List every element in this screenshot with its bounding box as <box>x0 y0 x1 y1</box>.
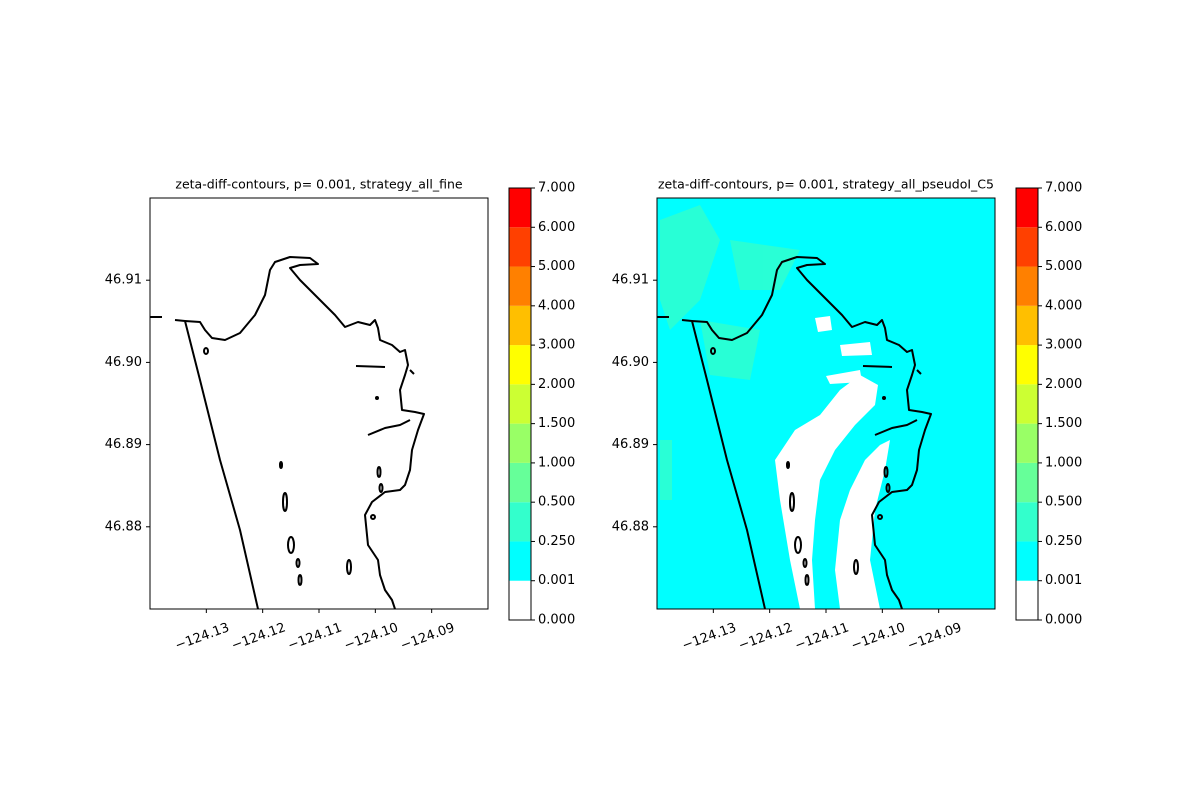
colorbar-segment <box>509 305 531 346</box>
colorbar-segment <box>1016 384 1038 424</box>
colorbar-tick-label: 2.000 <box>1045 377 1082 392</box>
colorbar-tick-label: 1.000 <box>538 455 575 470</box>
x-tick-label: −124.12 <box>230 620 288 653</box>
colorbar-tick-label: 5.000 <box>538 259 575 274</box>
colorbar-segment <box>509 345 531 385</box>
y-tick-label: 46.90 <box>612 355 649 370</box>
colorbar-segment <box>509 423 531 463</box>
colorbar-tick-label: 1.000 <box>1045 455 1082 470</box>
colorbar-tick-label: 1.500 <box>1045 416 1082 431</box>
panel-title: zeta-diff-contours, p= 0.001, strategy_a… <box>658 177 994 192</box>
colorbar-segment <box>509 188 531 228</box>
y-tick-label: 46.89 <box>105 437 142 452</box>
colorbar-tick-label: 0.250 <box>1045 534 1082 549</box>
y-tick-label: 46.91 <box>105 273 142 288</box>
colorbar-segment <box>1016 502 1038 542</box>
y-tick-label: 46.91 <box>612 273 649 288</box>
colorbar-segment <box>1016 423 1038 463</box>
colorbar-tick-label: 4.000 <box>538 298 575 313</box>
colorbar-segment <box>509 384 531 424</box>
x-tick-label: −124.09 <box>399 620 457 653</box>
x-tick-label: −124.09 <box>906 620 964 653</box>
colorbar-segment <box>1016 345 1038 385</box>
colorbar-segment <box>1016 462 1038 503</box>
colorbar-segment <box>1016 188 1038 228</box>
colorbar-frame <box>508 187 532 621</box>
colorbar-tick-label: 6.000 <box>1045 220 1082 235</box>
y-tick-label: 46.90 <box>105 355 142 370</box>
colorbar-tick-label: 0.000 <box>538 613 575 628</box>
colorbar-tick-label: 0.001 <box>1045 573 1082 588</box>
colorbar-tick-label: 0.000 <box>1045 613 1082 628</box>
x-tick-label: −124.13 <box>680 620 738 653</box>
colorbar-segment <box>509 541 531 581</box>
colorbar-tick-label: 0.250 <box>538 534 575 549</box>
axes-frame <box>149 197 489 610</box>
x-tick-label: −124.11 <box>286 620 344 653</box>
colorbar-segment <box>509 580 531 620</box>
x-tick-label: −124.13 <box>173 620 231 653</box>
colorbar-tick-label: 0.500 <box>538 495 575 510</box>
colorbar-segment <box>1016 305 1038 346</box>
colorbar-segment <box>1016 541 1038 581</box>
colorbar-tick-label: 0.001 <box>538 573 575 588</box>
x-tick-label: −124.10 <box>342 620 400 653</box>
colorbar-tick-label: 6.000 <box>538 220 575 235</box>
y-tick-label: 46.88 <box>612 519 649 534</box>
colorbar-tick-label: 5.000 <box>1045 259 1082 274</box>
colorbar-segment <box>509 266 531 306</box>
contour-fill <box>657 198 995 609</box>
colorbar-tick-label: 0.500 <box>1045 495 1082 510</box>
colorbar-tick-label: 3.000 <box>1045 338 1082 353</box>
colorbar-tick-label: 1.500 <box>538 416 575 431</box>
coastline <box>150 256 425 609</box>
colorbar-segment <box>1016 227 1038 267</box>
colorbar-frame <box>1015 187 1039 621</box>
x-tick-label: −124.12 <box>737 620 795 653</box>
colorbar-segment <box>1016 580 1038 620</box>
colorbar-tick-label: 3.000 <box>538 338 575 353</box>
colorbar-tick-label: 7.000 <box>1045 181 1082 196</box>
y-tick-label: 46.89 <box>612 437 649 452</box>
colorbar-segment <box>509 502 531 542</box>
colorbar-tick-label: 7.000 <box>538 181 575 196</box>
colorbar-segment <box>1016 266 1038 306</box>
colorbar-tick-label: 4.000 <box>1045 298 1082 313</box>
colorbar-tick-label: 2.000 <box>538 377 575 392</box>
x-tick-label: −124.10 <box>849 620 907 653</box>
x-tick-label: −124.11 <box>793 620 851 653</box>
colorbar-segment <box>509 462 531 503</box>
panel-title: zeta-diff-contours, p= 0.001, strategy_a… <box>175 177 463 192</box>
y-tick-label: 46.88 <box>105 519 142 534</box>
colorbar-segment <box>509 227 531 267</box>
